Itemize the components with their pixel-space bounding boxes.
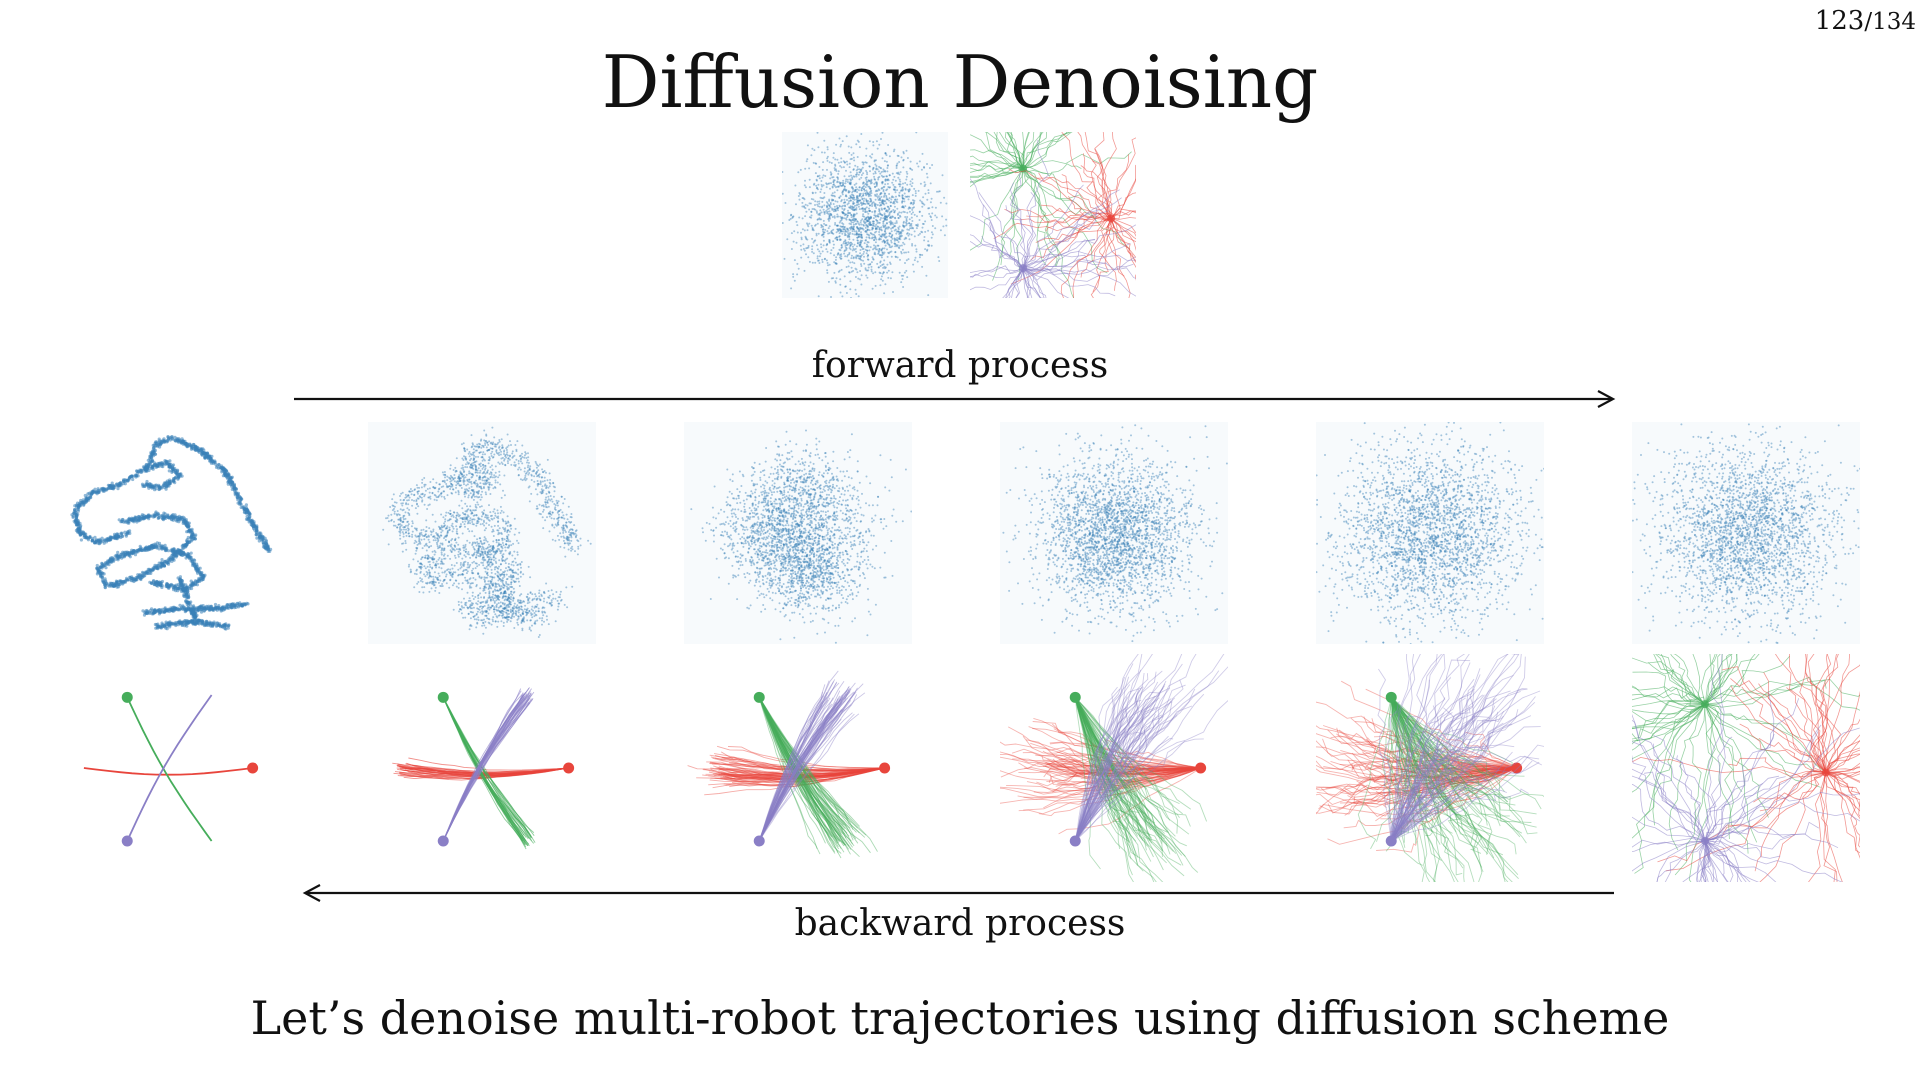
top-noise-tile: [782, 132, 948, 298]
forward-arrow: [294, 390, 1616, 408]
dino-step-0-tile: [52, 422, 280, 644]
trajectory-step-5: [1632, 654, 1860, 882]
trajectory-step-2-tile: [684, 654, 912, 882]
dino-step-1: [382, 426, 592, 638]
dino-step-3: [1002, 424, 1228, 643]
page-number: 123/134: [1815, 8, 1916, 34]
dino-step-4-tile: [1316, 422, 1544, 644]
trajectory-step-4: [1316, 654, 1544, 882]
dino-step-1-tile: [368, 422, 596, 644]
slide-title: Diffusion Denoising: [601, 40, 1319, 124]
backward-arrow: [302, 884, 1614, 902]
trajectory-step-1: [392, 687, 575, 850]
slide-subtitle: Let’s denoise multi-robot trajectories u…: [250, 991, 1670, 1045]
forward-process-label: forward process: [811, 345, 1109, 386]
top-trajectory-noise-tile: [970, 132, 1136, 298]
trajectory-step-3: [1000, 654, 1228, 882]
dino-step-2-tile: [684, 422, 912, 644]
top-noise-points: [782, 132, 948, 298]
dino-step-4: [1316, 422, 1544, 644]
dino-step-3-tile: [1000, 422, 1228, 644]
dino-step-2: [690, 429, 912, 644]
backward-process-label: backward process: [794, 903, 1126, 944]
trajectory-step-0-tile: [52, 654, 280, 882]
trajectory-step-1-tile: [368, 654, 596, 882]
trajectory-step-3-tile: [1000, 654, 1228, 882]
dino-step-5: [1632, 423, 1860, 644]
trajectory-step-0: [83, 691, 259, 847]
trajectory-step-5-tile: [1632, 654, 1860, 882]
page-total: /134: [1864, 9, 1916, 35]
top-trajectory-noise: [970, 132, 1136, 298]
trajectory-step-4-tile: [1316, 654, 1544, 882]
dino-step-0: [70, 435, 273, 631]
trajectory-step-2: [687, 670, 891, 859]
page-current: 123: [1814, 6, 1865, 36]
dino-step-5-tile: [1632, 422, 1860, 644]
